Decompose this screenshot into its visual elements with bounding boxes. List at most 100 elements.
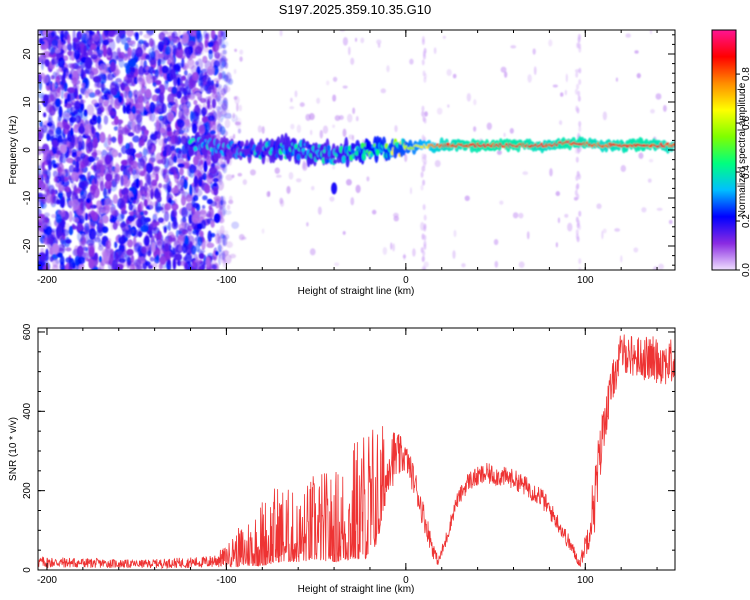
- spectrogram-noise-cell: [464, 195, 470, 202]
- spectrogram-noise-cell: [127, 90, 133, 99]
- spectrogram-noise-cell: [129, 263, 135, 270]
- spectrogram-noise-cell: [210, 93, 217, 100]
- spectrogram-noise-cell: [49, 195, 54, 205]
- spectrogram-noise-cell: [67, 87, 75, 94]
- spectrogram-noise-cell: [93, 162, 97, 173]
- spectrogram-noise-cell: [658, 263, 664, 270]
- spectrogram-streak: [578, 79, 582, 86]
- spectrogram-noise-cell: [182, 47, 191, 58]
- spectrogram-streak: [423, 76, 427, 83]
- spectrogram-noise-cell: [79, 123, 84, 135]
- spectrogram-noise-cell: [38, 164, 42, 177]
- spectrogram-noise-cell: [151, 138, 158, 145]
- spectrogram-noise-cell: [143, 33, 152, 39]
- spectrogram-noise-cell: [620, 165, 627, 172]
- spectrogram-xtick-label: -100: [216, 275, 236, 286]
- spectrogram-noise-cell: [57, 135, 63, 143]
- spectrogram-streak: [576, 183, 580, 190]
- spectrogram-noise-cell: [466, 92, 472, 102]
- spectrogram-noise-cell: [217, 52, 223, 63]
- spectrogram-noise-cell: [67, 43, 73, 51]
- spectrogram-noise-cell: [347, 113, 353, 123]
- spectrogram-noise-cell: [237, 128, 242, 134]
- spectrogram-noise-cell: [189, 94, 196, 101]
- spectrogram-noise-cell: [81, 140, 85, 150]
- spectrogram-noise-cell: [127, 239, 134, 248]
- spectrogram-noise-cell: [662, 105, 667, 112]
- spectrogram-noise-cell: [212, 177, 219, 183]
- spectrogram-noise-cell: [138, 201, 144, 211]
- spectrogram-streak: [578, 121, 582, 128]
- spectrogram-noise-cell: [138, 179, 144, 189]
- spectrogram-noise-cell: [38, 131, 43, 142]
- spectrogram-noise-cell: [121, 127, 129, 136]
- spectrogram-noise-cell: [65, 124, 71, 130]
- spectrogram-noise-cell: [155, 254, 160, 262]
- snr-ytick-label: 600: [22, 323, 33, 340]
- spectrogram-noise-cell: [81, 111, 88, 122]
- spectrogram-noise-cell: [275, 174, 282, 178]
- spectrogram-noise-cell: [134, 124, 141, 134]
- spectrogram-noise-cell: [105, 173, 113, 182]
- spectrogram-noise-cell: [167, 111, 175, 122]
- spectrogram-noise-cell: [190, 53, 197, 59]
- spectrogram-noise-cell: [43, 94, 49, 106]
- spectrogram-noise-cell: [210, 200, 218, 207]
- spectrogram-noise-cell: [58, 114, 62, 122]
- spectrogram-noise-cell: [167, 182, 171, 189]
- spectrogram-noise-cell: [87, 221, 96, 228]
- spectrogram-noise-cell: [386, 65, 390, 73]
- spectrogram-noise-cell: [48, 184, 55, 195]
- spectrogram-noise-cell: [125, 142, 131, 150]
- spectrogram-noise-cell: [142, 148, 148, 156]
- spectrogram-noise-cell: [114, 163, 120, 173]
- spectrogram-noise-cell: [120, 159, 128, 166]
- spectrogram-noise-cell: [181, 243, 188, 254]
- spectrogram-noise-cell: [184, 79, 191, 87]
- spectrogram-noise-cell: [177, 41, 182, 50]
- spectrogram-noise-cell: [89, 70, 95, 80]
- spectrogram-noise-cell: [98, 255, 103, 263]
- spectrogram-noise-cell: [215, 250, 219, 256]
- spectrogram-noise-cell: [78, 94, 82, 100]
- spectrogram-noise-cell: [182, 32, 189, 45]
- spectrogram-noise-cell: [342, 36, 348, 46]
- spectrogram-noise-cell: [518, 261, 525, 268]
- spectrogram-streak: [420, 184, 424, 191]
- spectrogram-noise-cell: [188, 266, 196, 270]
- snr-series-line: [38, 334, 675, 570]
- spectrogram-noise-cell: [42, 30, 48, 36]
- spectrogram-noise-cell: [140, 58, 144, 71]
- spectrogram-noise-cell: [238, 233, 245, 241]
- spectrogram-noise-cell: [533, 66, 537, 75]
- spectrogram-noise-cell: [120, 165, 124, 172]
- spectrogram-noise-cell: [137, 74, 145, 85]
- spectrogram-noise-cell: [302, 162, 308, 171]
- spectrogram-noise-cell: [113, 126, 119, 131]
- spectrogram-noise-cell: [404, 153, 408, 163]
- colorbar-frame: [711, 29, 737, 271]
- spectrogram-noise-cell: [40, 59, 45, 71]
- spectrogram-noise-cell: [210, 260, 218, 270]
- spectrogram-streak: [421, 110, 425, 117]
- spectrogram-noise-cell: [90, 203, 94, 212]
- spectrogram-noise-cell: [221, 70, 226, 79]
- spectrogram-noise-cell: [132, 169, 140, 181]
- spectrogram-noise-cell: [122, 227, 128, 238]
- spectrogram-noise-cell: [157, 217, 164, 223]
- spectrogram-noise-cell: [66, 34, 71, 45]
- snr-ytick-label: 0: [22, 567, 33, 573]
- spectrogram-noise-cell: [174, 134, 179, 144]
- spectrogram-noise-cell: [92, 115, 97, 122]
- spectrogram-noise-cell: [61, 209, 66, 218]
- spectrogram-noise-cell: [168, 235, 173, 245]
- spectrogram-noise-cell: [163, 146, 168, 151]
- spectrogram-noise-cell: [56, 252, 63, 258]
- spectrogram-noise-cell: [52, 71, 58, 80]
- spectrogram-noise-cell: [61, 229, 70, 237]
- spectrogram-noise-cell: [181, 190, 186, 200]
- spectrogram-noise-cell: [152, 213, 158, 224]
- spectrogram-noise-cell: [104, 180, 112, 190]
- spectrogram-noise-cell: [110, 51, 119, 63]
- spectrogram-noise-cell: [177, 235, 184, 245]
